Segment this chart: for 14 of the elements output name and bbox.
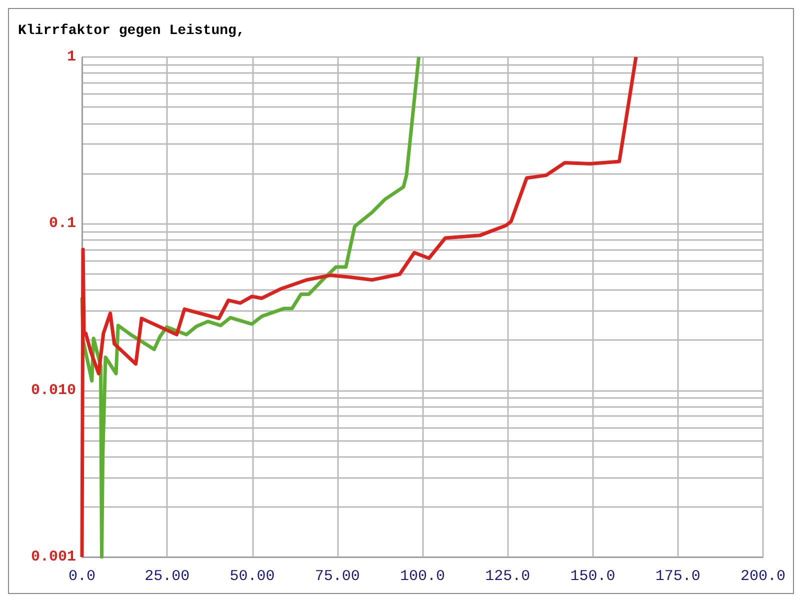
y-tick-label: 0.010 [30,382,76,399]
x-tick-label: 175.0 [655,568,700,585]
x-tick-label: 75.00 [314,568,360,585]
y-tick-label: 0.1 [48,215,76,232]
x-tick-label: 100.0 [400,568,446,585]
chart-title: Klirrfaktor gegen Leistung, [18,23,245,39]
y-tick-label: 1 [66,48,76,66]
x-tick-label: 0.0 [68,568,96,585]
x-tick-label: 200.0 [740,568,786,585]
x-tick-label: 125.0 [485,568,530,585]
y-tick-label: 0.001 [30,548,76,566]
x-tick-label: 50.00 [230,568,275,585]
x-tick-label: 25.00 [144,568,190,585]
x-tick-label: 150.0 [570,568,616,585]
